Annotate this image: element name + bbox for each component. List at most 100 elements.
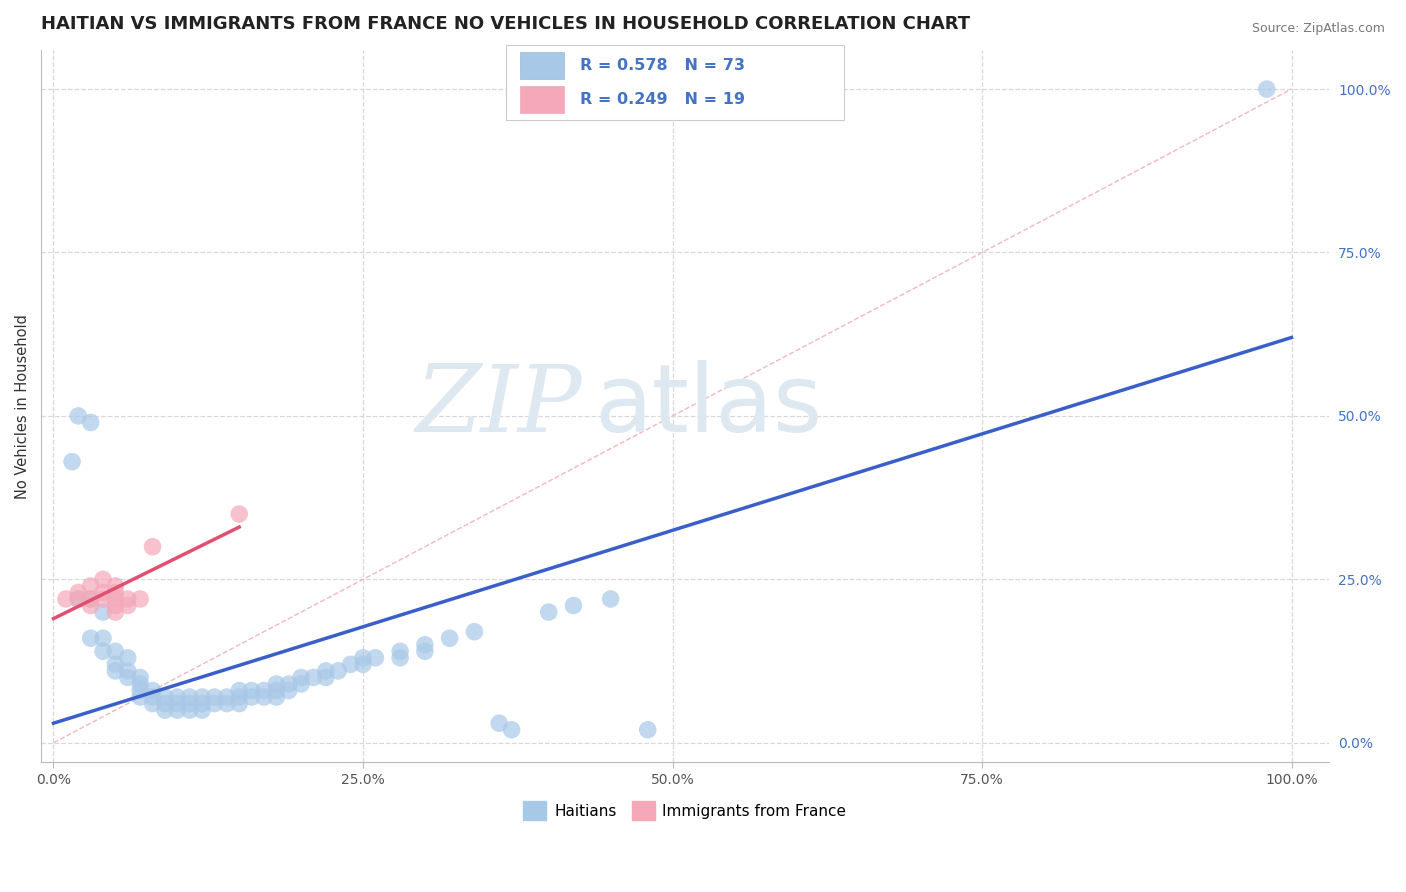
Point: [79, 592, 101, 607]
Point: [215, 690, 238, 704]
Point: [352, 650, 374, 665]
Point: [117, 650, 139, 665]
Point: [129, 670, 152, 684]
Point: [328, 664, 350, 678]
Point: [501, 723, 523, 737]
Point: [215, 697, 238, 711]
Point: [166, 697, 188, 711]
Point: [104, 644, 127, 658]
Point: [79, 599, 101, 613]
Point: [364, 650, 387, 665]
Point: [67, 585, 90, 599]
Point: [91, 631, 114, 645]
Point: [67, 592, 90, 607]
Point: [141, 697, 163, 711]
Point: [91, 573, 114, 587]
Point: [389, 650, 412, 665]
Point: [290, 677, 312, 691]
Point: [562, 599, 585, 613]
Point: [315, 670, 337, 684]
Text: R = 0.578   N = 73: R = 0.578 N = 73: [581, 58, 745, 73]
Point: [166, 703, 188, 717]
Point: [228, 683, 250, 698]
Point: [228, 507, 250, 521]
Point: [277, 677, 299, 691]
Point: [191, 690, 214, 704]
Point: [79, 579, 101, 593]
Point: [67, 592, 90, 607]
Point: [141, 690, 163, 704]
Point: [91, 644, 114, 658]
Point: [153, 703, 176, 717]
Point: [91, 585, 114, 599]
Point: [290, 670, 312, 684]
Point: [129, 683, 152, 698]
Point: [413, 644, 436, 658]
Point: [253, 690, 276, 704]
Point: [129, 690, 152, 704]
Point: [104, 664, 127, 678]
Point: [204, 697, 226, 711]
Point: [129, 592, 152, 607]
Point: [266, 690, 288, 704]
Point: [117, 670, 139, 684]
Point: [204, 690, 226, 704]
Point: [352, 657, 374, 672]
Point: [389, 644, 412, 658]
Point: [55, 592, 77, 607]
Point: [153, 690, 176, 704]
Point: [599, 592, 621, 607]
Point: [1256, 82, 1278, 96]
Point: [315, 664, 337, 678]
Point: [191, 703, 214, 717]
Point: [141, 540, 163, 554]
Point: [104, 657, 127, 672]
FancyBboxPatch shape: [506, 45, 844, 120]
Point: [637, 723, 659, 737]
Point: [179, 690, 201, 704]
Point: [117, 664, 139, 678]
Point: [253, 683, 276, 698]
Point: [91, 592, 114, 607]
Point: [277, 683, 299, 698]
Text: HAITIAN VS IMMIGRANTS FROM FRANCE NO VEHICLES IN HOUSEHOLD CORRELATION CHART: HAITIAN VS IMMIGRANTS FROM FRANCE NO VEH…: [41, 15, 970, 33]
Point: [488, 716, 510, 731]
Point: [191, 697, 214, 711]
Point: [179, 703, 201, 717]
Point: [240, 683, 263, 698]
Point: [166, 690, 188, 704]
Point: [104, 599, 127, 613]
Point: [79, 416, 101, 430]
Point: [228, 690, 250, 704]
Point: [117, 592, 139, 607]
Bar: [520, 52, 564, 78]
Text: atlas: atlas: [595, 360, 823, 452]
Text: Source: ZipAtlas.com: Source: ZipAtlas.com: [1251, 22, 1385, 36]
Point: [228, 697, 250, 711]
Y-axis label: No Vehicles in Household: No Vehicles in Household: [15, 314, 30, 499]
Text: ZIP: ZIP: [415, 361, 582, 451]
Point: [104, 592, 127, 607]
Point: [79, 631, 101, 645]
Text: R = 0.249   N = 19: R = 0.249 N = 19: [581, 92, 745, 107]
Point: [413, 638, 436, 652]
Point: [129, 677, 152, 691]
Point: [104, 605, 127, 619]
Point: [60, 455, 83, 469]
Point: [463, 624, 485, 639]
Point: [91, 605, 114, 619]
Point: [104, 585, 127, 599]
Point: [79, 592, 101, 607]
Point: [141, 683, 163, 698]
Point: [104, 579, 127, 593]
Point: [266, 683, 288, 698]
Point: [537, 605, 560, 619]
Point: [67, 409, 90, 423]
Point: [266, 677, 288, 691]
Point: [240, 690, 263, 704]
Point: [439, 631, 461, 645]
Legend: Haitians, Immigrants from France: Haitians, Immigrants from France: [517, 795, 852, 826]
Point: [339, 657, 361, 672]
Bar: [520, 87, 564, 112]
Point: [302, 670, 325, 684]
